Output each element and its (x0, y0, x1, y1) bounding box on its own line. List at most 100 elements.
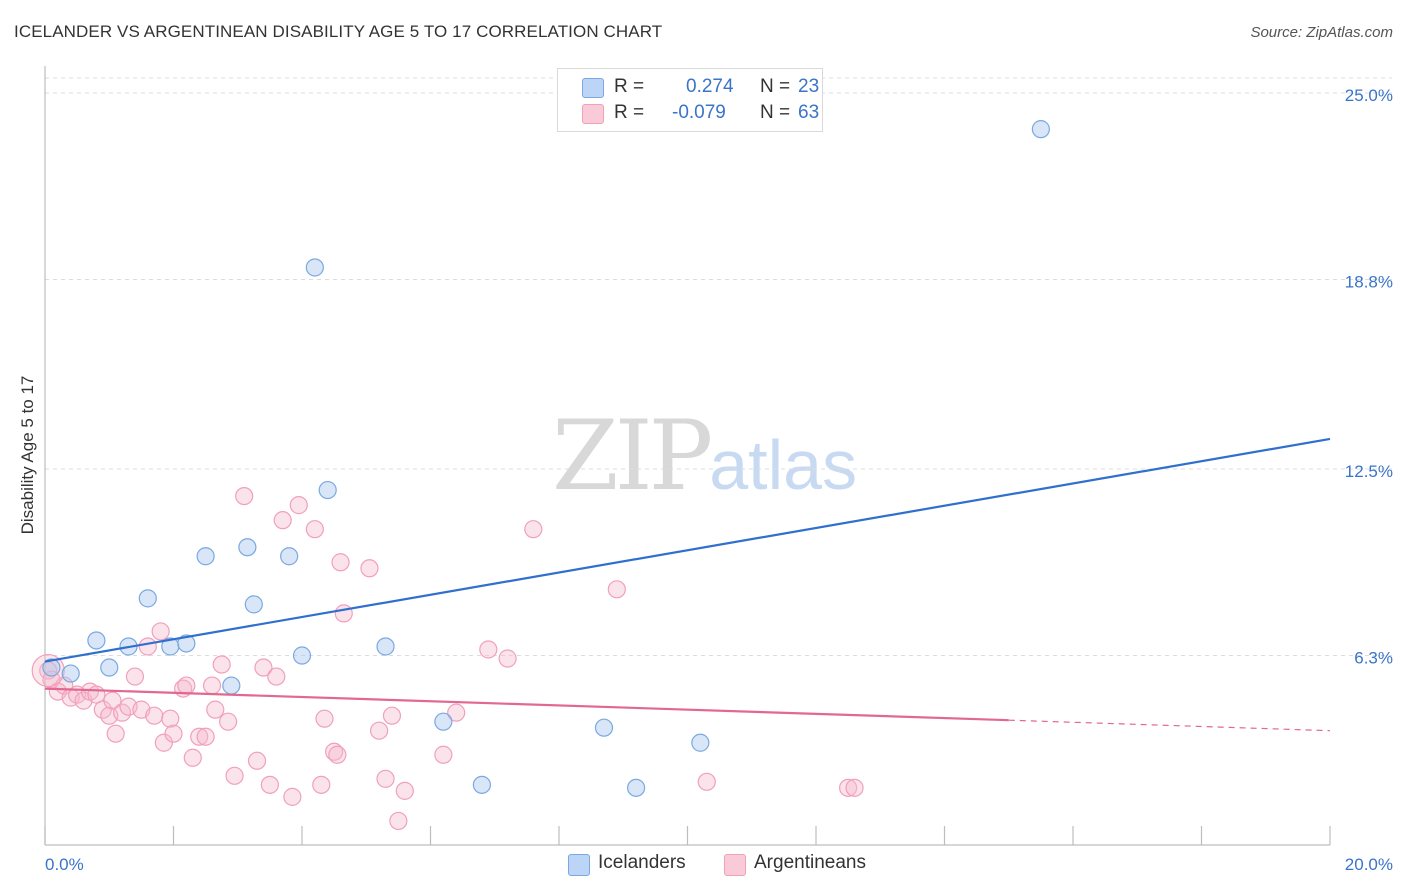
icelanders-point (222, 676, 241, 695)
icelanders-point (196, 547, 215, 566)
argentineans-n-value: 63 (798, 102, 820, 123)
argentineans-point (164, 724, 183, 743)
argentineans-point (607, 580, 626, 599)
trend-lines (44, 437, 1331, 732)
argentineans-point (334, 604, 353, 623)
argentineans-point (328, 745, 347, 764)
argentineans-point (206, 700, 225, 719)
argentineans-point (389, 811, 408, 831)
y-axis-label: Disability Age 5 to 17 (18, 375, 37, 535)
y-tick-label: 6.3% (1354, 649, 1393, 668)
argentineans-point (447, 703, 466, 722)
argentineans-point (106, 724, 125, 743)
icelanders-point (626, 778, 646, 797)
icelanders-point (100, 658, 119, 677)
x-tick-label: 20.0% (1345, 855, 1393, 874)
icelanders-point (1031, 120, 1050, 139)
argentineans-point (87, 685, 106, 704)
argentineans-point (370, 721, 389, 740)
argentineans-point (254, 658, 273, 677)
legend-argentineans-label: Argentineans (754, 852, 866, 873)
argentineans-point (235, 486, 254, 506)
icelanders-point (691, 733, 710, 752)
argentineans-point (267, 667, 286, 686)
argentineans-trend-line-extension (1008, 719, 1331, 732)
icelanders-point (594, 718, 614, 737)
legend-argentineans-swatch (724, 854, 746, 876)
icelanders-point (376, 637, 395, 656)
icelanders-r-value: 0.274 (686, 76, 734, 97)
icelanders-point (87, 631, 106, 650)
y-tick-label: 25.0% (1345, 86, 1393, 105)
argentineans-point (382, 706, 402, 725)
argentineans-point (360, 559, 379, 578)
icelanders-point (42, 658, 61, 677)
argentineans-swatch (582, 104, 604, 124)
argentineans-point (31, 653, 65, 688)
argentineans-point (260, 775, 279, 794)
argentineans-point (376, 769, 395, 788)
argentineans-point (331, 553, 350, 572)
argentineans-point (283, 787, 302, 806)
argentineans-point (839, 778, 858, 797)
argentineans-point (103, 691, 122, 710)
legend-icelanders-swatch (568, 854, 590, 876)
argentineans-point (395, 781, 414, 800)
argentineans-point (273, 511, 292, 530)
y-tick-label: 12.5% (1345, 462, 1393, 481)
argentineans-r-value: -0.079 (672, 102, 726, 123)
argentineans-trend-line (44, 687, 1009, 722)
icelanders-point (238, 538, 257, 557)
icelanders-r-label: R = (614, 76, 645, 97)
argentineans-n-label: N = (760, 102, 791, 123)
argentineans-point (247, 751, 267, 770)
icelanders-n-label: N = (760, 76, 791, 97)
argentineans-point (305, 520, 324, 539)
argentineans-point (202, 676, 222, 695)
argentineans-point (312, 775, 331, 794)
axes (44, 66, 1331, 846)
argentineans-point (498, 649, 517, 668)
argentineans-point (196, 727, 215, 746)
argentineans-point (697, 772, 716, 791)
argentineans-point (125, 667, 145, 686)
argentineans-point (845, 778, 864, 797)
icelanders-point (434, 712, 453, 731)
argentineans-point (225, 766, 244, 785)
stats-legend: R = 0.274 N = 23 R = -0.079 N = 63 (557, 68, 823, 132)
icelanders-point (61, 664, 80, 683)
argentineans-point (325, 742, 344, 761)
legend-icelanders-label: Icelanders (598, 852, 686, 873)
icelanders-point (177, 634, 196, 653)
chart-title: ICELANDER VS ARGENTINEAN DISABILITY AGE … (14, 22, 663, 41)
argentineans-point (524, 520, 543, 539)
icelanders-swatch (582, 78, 604, 98)
icelanders-trend-line (44, 437, 1331, 663)
icelanders-points (42, 120, 1050, 797)
icelanders-point (292, 646, 312, 665)
grid-lines (45, 77, 1392, 657)
icelanders-point (305, 258, 324, 277)
argentineans-point (151, 622, 170, 641)
argentineans-point (434, 745, 453, 764)
tick-labels: 6.3% 12.5% 18.8% 25.0% 0.0% 20.0% (45, 86, 1393, 874)
argentineans-point (183, 748, 202, 767)
argentineans-point (161, 709, 180, 728)
argentineans-r-label: R = (614, 102, 645, 123)
icelanders-point (244, 595, 263, 614)
argentineans-point (190, 727, 209, 746)
icelanders-point (280, 547, 299, 566)
icelanders-point (318, 480, 337, 500)
icelanders-point (138, 589, 157, 608)
argentineans-point (289, 496, 308, 515)
argentineans-point (219, 712, 238, 731)
argentineans-point (315, 709, 334, 728)
argentineans-point (177, 676, 196, 695)
argentineans-point (479, 640, 498, 659)
x-tick-label: 0.0% (45, 855, 84, 874)
icelanders-point (472, 775, 491, 794)
argentineans-point (145, 706, 164, 725)
argentineans-point (138, 637, 157, 656)
y-tick-label: 18.8% (1345, 273, 1393, 292)
